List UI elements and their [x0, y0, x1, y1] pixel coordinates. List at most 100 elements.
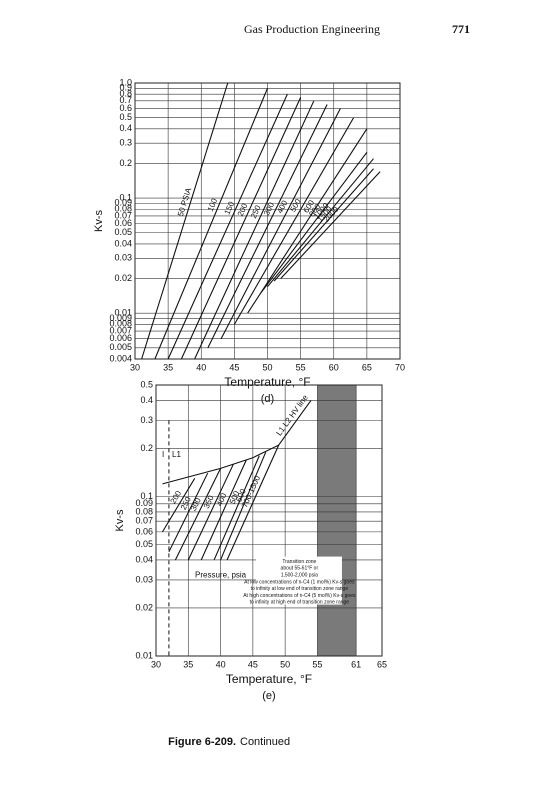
x-tick-label: 60 — [329, 362, 339, 372]
curve — [273, 168, 374, 282]
x-axis-label: Temperature, °F — [224, 375, 310, 389]
x-tick-label: 55 — [296, 362, 306, 372]
curve — [213, 455, 260, 561]
y-tick-label: 0.9 — [119, 83, 132, 93]
x-tick-label: 45 — [229, 362, 239, 372]
caption-label: Figure 6-209. — [168, 736, 236, 748]
y-tick-label: 0.2 — [140, 443, 153, 453]
series-label: 300 — [262, 200, 276, 216]
x-tick-label: 50 — [262, 362, 272, 372]
curve — [200, 459, 247, 561]
y-tick-label: 0.1 — [119, 192, 132, 202]
x-tick-label: 70 — [395, 362, 405, 372]
curve — [260, 151, 368, 294]
y-tick-label: 0.7 — [119, 95, 132, 105]
note-line: Transition zone — [282, 559, 316, 565]
y-tick-label: 0.006 — [109, 333, 132, 343]
y-tick-label: 0.05 — [114, 227, 132, 237]
curve — [141, 82, 229, 360]
annotation: Pressure, psia — [195, 571, 247, 580]
series-label: 400 — [215, 491, 229, 507]
y-tick-label: 0.8 — [119, 89, 132, 99]
y-tick-label: 0.01 — [114, 308, 132, 318]
y-tick-label: 0.6 — [119, 103, 132, 113]
curve — [162, 400, 312, 485]
x-tick-label: 65 — [362, 362, 372, 372]
y-axis-label: Kv-s — [114, 509, 126, 532]
x-tick-label: 35 — [183, 659, 193, 669]
y-tick-label: 0.01 — [135, 650, 153, 660]
y-tick-label: 0.04 — [114, 238, 132, 248]
y-tick-label: 0.03 — [114, 253, 132, 263]
x-tick-label: 61 — [351, 659, 361, 669]
y-tick-label: 0.2 — [119, 158, 132, 168]
y-tick-label: 0.02 — [114, 273, 132, 283]
curve — [174, 468, 222, 561]
curve — [167, 93, 288, 360]
x-tick-label: 35 — [163, 362, 173, 372]
y-tick-label: 0.04 — [135, 554, 153, 564]
x-tick-label: 30 — [130, 362, 140, 372]
curve — [180, 97, 302, 360]
y-tick-label: 0.07 — [135, 516, 153, 526]
y-tick-label: 0.07 — [114, 210, 132, 220]
y-tick-label: 0.02 — [135, 602, 153, 612]
y-axis-label: Kv-s — [93, 210, 105, 233]
series-label: 350 — [202, 494, 216, 510]
curve — [280, 171, 381, 279]
x-tick-label: 40 — [196, 362, 206, 372]
curve — [207, 104, 328, 349]
curve — [226, 444, 280, 561]
y-tick-label: 1.0 — [119, 77, 132, 87]
x-axis-label: Temperature, °F — [226, 672, 312, 686]
x-tick-label: 55 — [312, 659, 322, 669]
x-tick-label: 50 — [280, 659, 290, 669]
x-tick-label: 30 — [151, 659, 161, 669]
y-tick-label: 0.5 — [140, 379, 153, 389]
note-box — [256, 556, 342, 605]
y-tick-label: 0.05 — [135, 539, 153, 549]
x-tick-label: 65 — [377, 659, 387, 669]
curve — [220, 451, 267, 561]
y-tick-label: 0.06 — [114, 218, 132, 228]
note-line: At high concentrations of n-C4 (5 mol%) … — [243, 593, 356, 599]
x-tick-label: 45 — [248, 659, 258, 669]
curve — [194, 100, 315, 360]
curve — [267, 158, 374, 288]
y-tick-label: 0.005 — [109, 342, 132, 352]
note-line: to infinity at low end of transition zon… — [251, 586, 349, 592]
y-tick-label: 0.5 — [119, 112, 132, 122]
y-tick-label: 0.4 — [140, 395, 153, 405]
caption-text: Continued — [240, 736, 290, 748]
series-label: L1 L2 HV line — [274, 393, 310, 438]
y-tick-label: 0.3 — [140, 415, 153, 425]
y-tick-label: 0.09 — [114, 198, 132, 208]
x-tick-label: 40 — [216, 659, 226, 669]
curve — [247, 128, 368, 314]
page-number: 771 — [452, 22, 470, 36]
note-line: to infinity at high end of transition zo… — [250, 600, 350, 606]
y-tick-label: 0.007 — [109, 325, 132, 335]
annotation: I — [162, 450, 164, 459]
y-tick-label: 0.06 — [135, 526, 153, 536]
y-tick-label: 0.08 — [135, 506, 153, 516]
note-line: At low concentrations of n-C4 (1 mol%) K… — [244, 579, 355, 585]
y-tick-label: 0.009 — [109, 313, 132, 323]
curve — [233, 117, 355, 325]
series-label: 100 — [206, 197, 220, 213]
running-head: Gas Production Engineering — [244, 22, 380, 36]
subtitle: (d) — [261, 393, 274, 405]
curve — [220, 108, 341, 339]
y-tick-label: 0.08 — [114, 204, 132, 214]
series-label: 400 — [275, 198, 289, 214]
note-line: 1,500-2,000 psia — [281, 573, 318, 579]
y-tick-label: 0.1 — [140, 491, 153, 501]
y-tick-label: 0.004 — [109, 353, 132, 363]
y-tick-label: 0.09 — [135, 498, 153, 508]
subtitle: (e) — [262, 690, 275, 702]
note-line: about 55-61°F or — [281, 566, 319, 572]
curve — [161, 478, 196, 533]
y-tick-label: 0.008 — [109, 319, 132, 329]
curve — [168, 472, 209, 553]
